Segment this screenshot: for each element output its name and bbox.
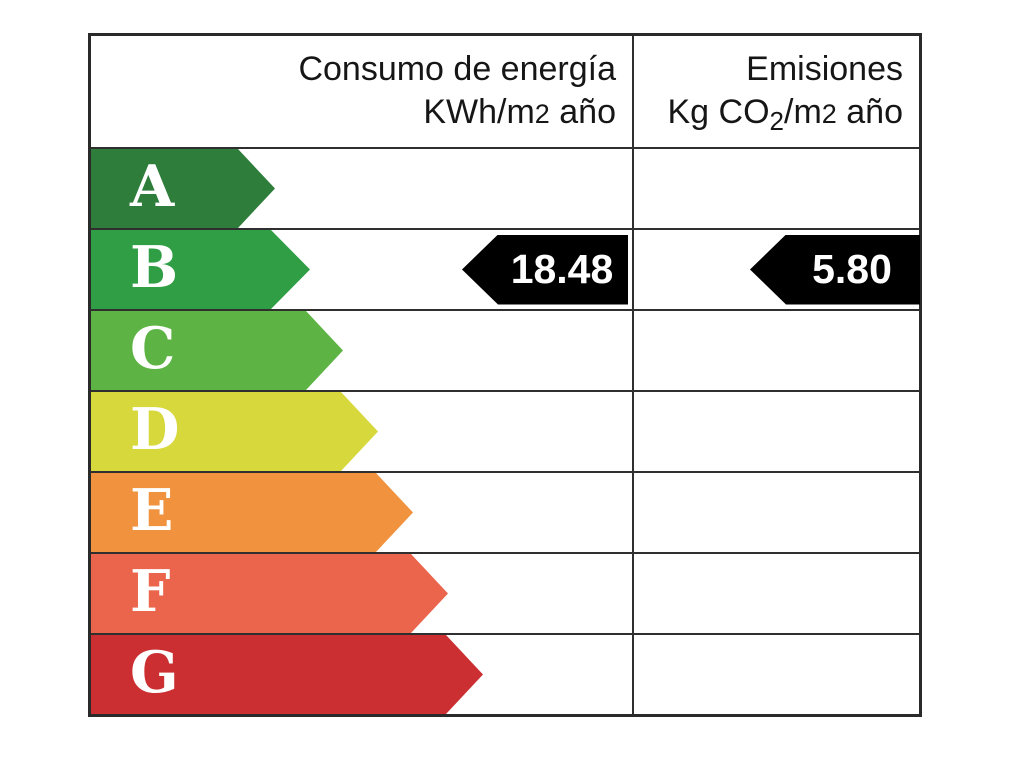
table-header: Consumo de energía KWh/m2 año Emisiones …	[91, 36, 919, 147]
rating-letter: G	[130, 639, 179, 706]
rating-rows: A B 18.48 5.80 C D E F G	[91, 147, 920, 714]
rating-row-a: A	[91, 147, 919, 228]
rating-row-f: F	[91, 552, 919, 633]
indicator-value: 18.48	[510, 246, 614, 292]
rating-letter: E	[130, 477, 174, 544]
rating-table: Consumo de energía KWh/m2 año Emisiones …	[88, 33, 922, 717]
squared-exponent: 2	[534, 99, 550, 129]
emissions-column-unit: Kg CO2/m2 año	[667, 93, 903, 136]
rating-letter: A	[130, 153, 175, 220]
value-indicator-emisiones: 5.80	[750, 234, 920, 305]
co2-subscript: 2	[769, 106, 784, 136]
emissions-column-title: Emisiones	[746, 50, 903, 88]
rating-row-b: B 18.48 5.80	[91, 228, 920, 309]
column-divider	[632, 36, 634, 714]
energy-column-title: Consumo de energía	[298, 50, 616, 88]
rating-bar-g: G	[91, 635, 483, 714]
rating-letter: B	[130, 234, 179, 301]
rating-row-c: C	[91, 309, 919, 390]
rating-row-g: G	[91, 633, 919, 714]
energy-column-unit: KWh/m2 año	[423, 93, 616, 131]
squared-exponent: 2	[821, 99, 837, 129]
rating-bar-f: F	[91, 554, 448, 633]
emissions-column-header: Emisiones Kg CO2/m2 año	[632, 36, 919, 147]
indicator-value: 5.80	[812, 246, 892, 292]
rating-letter: C	[130, 315, 176, 382]
rating-row-d: D	[91, 390, 919, 471]
rating-letter: F	[130, 558, 171, 625]
rating-bar-c: C	[91, 311, 343, 390]
energy-column-header: Consumo de energía KWh/m2 año	[91, 36, 632, 147]
rating-bar-a: A	[91, 149, 275, 228]
rating-letter: D	[130, 396, 180, 463]
rating-bar-d: D	[91, 392, 378, 471]
value-indicator-consumo: 18.48	[462, 234, 628, 305]
rating-row-e: E	[91, 471, 919, 552]
rating-bar-b: B	[91, 230, 310, 309]
rating-bar-e: E	[91, 473, 413, 552]
